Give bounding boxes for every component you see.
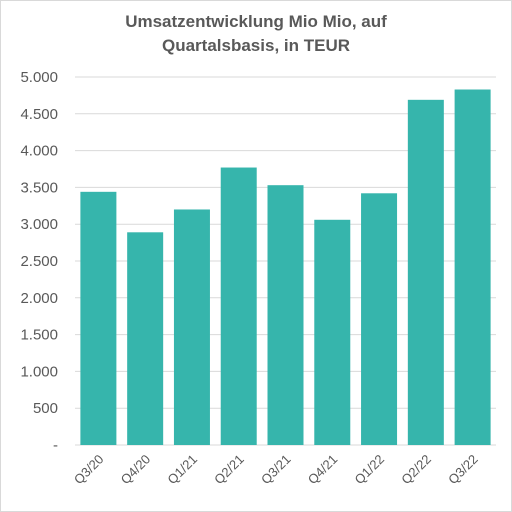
- bar: [80, 191, 117, 445]
- x-tick-label: Q4/20: [118, 452, 154, 488]
- x-tick-label: Q3/20: [71, 452, 107, 488]
- x-tick-label: Q3/22: [445, 452, 481, 488]
- x-axis-tick-labels: Q3/20 Q4/20 Q1/21 Q2/21 Q3/21 Q4/21 Q1/22 Q2/22…: [71, 452, 481, 488]
- y-axis-tick-labels: - 500 1.000 1.500 2.000 2.500 3.000 3.500 4.000 4…: [20, 69, 58, 454]
- x-tick-label: Q1/22: [352, 452, 388, 488]
- y-tick-label: 4.000: [20, 143, 58, 160]
- chart-title-line-1: Umsatzentwicklung Mio Mio, auf: [125, 12, 387, 31]
- bar: [314, 219, 351, 445]
- bar: [407, 99, 444, 445]
- bar: [267, 185, 304, 445]
- y-tick-label: 4.500: [20, 106, 58, 123]
- bar: [454, 89, 491, 446]
- y-tick-label: 500: [33, 400, 58, 417]
- x-tick-label: Q1/21: [164, 452, 200, 488]
- y-tick-label: 1.000: [20, 363, 58, 380]
- bars: [80, 89, 491, 446]
- x-tick-label: Q4/21: [305, 452, 341, 488]
- bar: [127, 232, 164, 445]
- bar: [220, 167, 257, 445]
- x-tick-label: Q3/21: [258, 452, 294, 488]
- bar: [173, 209, 210, 445]
- y-tick-label: -: [53, 437, 58, 454]
- y-tick-label: 5.000: [20, 69, 58, 86]
- chart-title-line-2: Quartalsbasis, in TEUR: [162, 36, 350, 55]
- y-tick-label: 1.500: [20, 327, 58, 344]
- bar: [361, 193, 398, 445]
- x-tick-label: Q2/22: [398, 452, 434, 488]
- y-tick-label: 3.000: [20, 216, 58, 233]
- y-tick-label: 2.000: [20, 290, 58, 307]
- x-tick-label: Q2/21: [211, 452, 247, 488]
- chart-title: Umsatzentwicklung Mio Mio, auf Quartalsb…: [0, 10, 512, 58]
- y-tick-label: 2.500: [20, 253, 58, 270]
- y-tick-label: 3.500: [20, 179, 58, 196]
